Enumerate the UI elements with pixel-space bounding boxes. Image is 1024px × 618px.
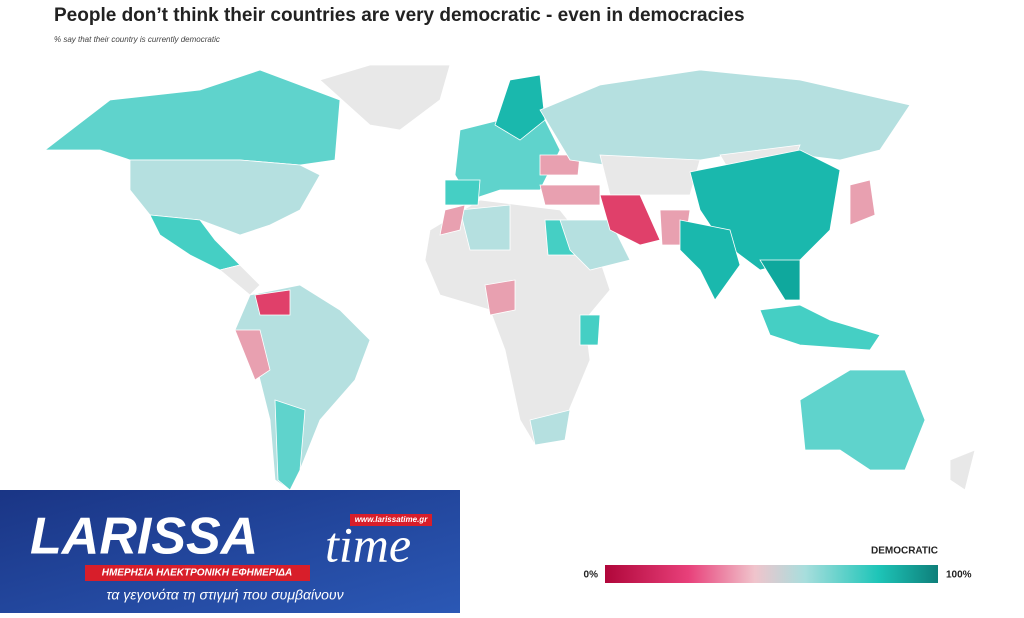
new-zealand	[949, 449, 976, 491]
legend-ticks: 0% 100%	[584, 570, 972, 581]
central-asia	[599, 154, 701, 196]
kenya	[579, 314, 601, 346]
logo-tagline-box	[85, 565, 310, 581]
legend-colorbar	[605, 565, 938, 583]
subtitle: % say that their country is currently de…	[54, 35, 220, 44]
spain	[444, 179, 481, 206]
turkey	[539, 184, 601, 206]
algeria	[459, 204, 511, 251]
logo-name: LARISSA	[30, 508, 258, 566]
logo-slogan: τα γεγονότα τη στιγμή που συμβαίνουν	[106, 587, 343, 603]
central-america	[219, 264, 261, 296]
usa	[129, 159, 321, 236]
legend-title: DEMOCRATIC	[871, 546, 938, 557]
saudi-arabia	[559, 219, 631, 271]
south-america	[234, 284, 371, 491]
argentina	[274, 399, 306, 491]
japan	[849, 179, 876, 226]
logo: LARISSA time www.larissatime.gr ΗΜΕΡΗΣΙΑ…	[0, 490, 460, 613]
venezuela	[254, 289, 291, 316]
world-map	[43, 64, 976, 491]
morocco	[439, 204, 466, 236]
australia	[799, 369, 926, 471]
logo-url: www.larissatime.gr	[355, 515, 429, 524]
legend-tick-label: 100%	[946, 570, 972, 581]
indonesia	[759, 304, 881, 351]
scandinavia	[494, 74, 546, 141]
legend-tick-label: 0%	[584, 570, 599, 581]
greenland	[319, 64, 451, 131]
logo-tagline: ΗΜΕΡΗΣΙΑ ΗΛΕΚΤΡΟΝΙΚΗ ΕΦΗΜΕΡΙΔΑ	[102, 568, 292, 579]
iran	[599, 194, 661, 246]
nigeria	[484, 279, 516, 316]
peru	[234, 329, 271, 381]
india	[679, 219, 741, 301]
logo-url-box	[350, 514, 432, 526]
canada	[43, 69, 341, 166]
south-africa	[529, 409, 571, 446]
title: People don’t think their countries are v…	[54, 5, 745, 26]
southeast-asia	[759, 259, 801, 301]
logo-background	[0, 490, 460, 613]
